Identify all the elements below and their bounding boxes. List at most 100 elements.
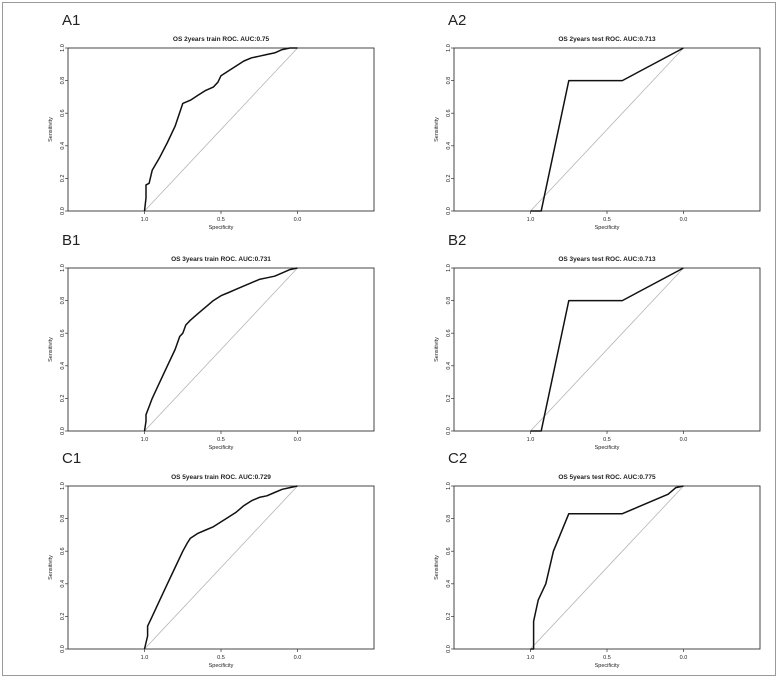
x-tick-label: 1.0 <box>527 217 535 223</box>
y-tick-label: 0.2 <box>60 613 66 621</box>
y-tick-label: 1.0 <box>60 264 66 272</box>
roc-panel-b1: B1 OS 3years train ROC. AUC:0.731 0.0 0.2 0.… <box>2 228 382 453</box>
roc-curve <box>143 267 298 432</box>
y-tick-label: 0.8 <box>60 515 66 523</box>
roc-chart: OS 2years test ROC. AUC:0.713 0.0 0.2 0.4 0.… <box>434 36 761 231</box>
y-tick-label: 0.0 <box>60 207 66 215</box>
y-axis-label: Sensitivity <box>48 555 54 580</box>
chart-title: OS 2years test ROC. AUC:0.713 <box>558 36 656 43</box>
y-tick-label: 0.0 <box>446 207 452 215</box>
y-tick-label: 0.0 <box>446 645 452 653</box>
roc-curve <box>530 47 684 212</box>
y-tick-label: 0.4 <box>60 580 66 588</box>
x-tick-label: 1.0 <box>141 655 149 661</box>
roc-chart: OS 3years train ROC. AUC:0.731 0.0 0.2 0.4 0… <box>48 256 375 451</box>
y-tick-label: 0.6 <box>60 547 66 555</box>
x-axis-label: Specificity <box>595 663 620 669</box>
x-tick-label: 0.5 <box>603 217 611 223</box>
reference-diagonal <box>530 485 684 650</box>
y-tick-label: 0.8 <box>446 515 452 523</box>
chart-title: OS 5years test ROC. AUC:0.775 <box>558 474 656 481</box>
y-tick-label: 1.0 <box>60 44 66 52</box>
x-tick-label: 0.0 <box>294 655 302 661</box>
chart-title: OS 2years train ROC. AUC:0.75 <box>173 36 270 43</box>
roc-curve <box>143 485 298 650</box>
x-tick-label: 1.0 <box>141 217 149 223</box>
x-tick-label: 0.0 <box>294 437 302 443</box>
x-tick-label: 0.0 <box>680 655 688 661</box>
roc-chart: OS 5years train ROC. AUC:0.729 0.0 0.2 0.4 0… <box>48 474 375 669</box>
y-tick-label: 0.6 <box>446 109 452 117</box>
y-tick-label: 0.0 <box>60 427 66 435</box>
reference-diagonal <box>144 485 298 650</box>
x-tick-label: 0.0 <box>294 217 302 223</box>
roc-curve <box>530 267 684 432</box>
y-axis-label: Sensitivity <box>434 555 440 580</box>
y-tick-label: 1.0 <box>446 264 452 272</box>
chart-title: OS 5years train ROC. AUC:0.729 <box>171 474 271 481</box>
y-tick-label: 0.8 <box>446 77 452 85</box>
x-tick-label: 1.0 <box>141 437 149 443</box>
y-tick-label: 0.4 <box>60 362 66 370</box>
panel-label: A2 <box>448 12 467 29</box>
y-tick-label: 0.4 <box>446 580 452 588</box>
reference-diagonal <box>144 267 298 432</box>
x-tick-label: 1.0 <box>527 655 535 661</box>
y-axis-label: Sensitivity <box>434 337 440 362</box>
x-tick-label: 0.5 <box>217 217 225 223</box>
reference-diagonal <box>530 267 684 432</box>
x-axis-label: Specificity <box>595 225 620 231</box>
y-tick-label: 0.4 <box>446 142 452 150</box>
y-tick-label: 0.2 <box>446 613 452 621</box>
y-tick-label: 0.0 <box>60 645 66 653</box>
x-axis-label: Specificity <box>595 445 620 451</box>
roc-chart: OS 2years train ROC. AUC:0.75 0.0 0.2 0.4 0.… <box>48 36 375 231</box>
roc-panel-a1: A1 OS 2years train ROC. AUC:0.75 0.0 0.2 0.4… <box>2 8 382 233</box>
panel-label: B1 <box>62 232 81 249</box>
y-tick-label: 0.6 <box>60 329 66 337</box>
y-tick-label: 1.0 <box>446 482 452 490</box>
x-tick-label: 0.5 <box>603 655 611 661</box>
y-tick-label: 1.0 <box>60 482 66 490</box>
y-axis-label: Sensitivity <box>434 117 440 142</box>
y-tick-label: 0.4 <box>446 362 452 370</box>
y-tick-label: 0.6 <box>60 109 66 117</box>
x-tick-label: 0.0 <box>680 437 688 443</box>
y-axis-label: Sensitivity <box>48 337 54 362</box>
panel-label: A1 <box>62 12 81 29</box>
roc-chart: OS 5years test ROC. AUC:0.775 0.0 0.2 0.4 0.… <box>434 474 761 669</box>
roc-panel-c1: C1 OS 5years train ROC. AUC:0.729 0.0 0.2 0.… <box>2 446 382 671</box>
roc-curve <box>143 47 298 212</box>
roc-panel-b2: B2 OS 3years test ROC. AUC:0.713 0.0 0.2 0.4… <box>388 228 768 453</box>
y-tick-label: 0.2 <box>446 175 452 183</box>
y-tick-label: 0.6 <box>446 329 452 337</box>
x-tick-label: 1.0 <box>527 437 535 443</box>
y-tick-label: 0.8 <box>446 297 452 305</box>
roc-panel-a2: A2 OS 2years test ROC. AUC:0.713 0.0 0.2 0.4… <box>388 8 768 233</box>
y-axis-label: Sensitivity <box>48 117 54 142</box>
roc-chart: OS 3years test ROC. AUC:0.713 0.0 0.2 0.4 0.… <box>434 256 761 451</box>
y-tick-label: 0.2 <box>60 175 66 183</box>
y-tick-label: 0.6 <box>446 547 452 555</box>
x-axis-label: Specificity <box>209 445 234 451</box>
panel-label: C2 <box>448 450 468 467</box>
y-tick-label: 1.0 <box>446 44 452 52</box>
chart-title: OS 3years train ROC. AUC:0.731 <box>171 256 271 263</box>
roc-curve <box>530 485 684 650</box>
reference-diagonal <box>144 47 298 212</box>
y-tick-label: 0.0 <box>446 427 452 435</box>
panel-label: C1 <box>62 450 82 467</box>
x-axis-label: Specificity <box>209 225 234 231</box>
y-tick-label: 0.2 <box>446 395 452 403</box>
x-tick-label: 0.0 <box>680 217 688 223</box>
x-axis-label: Specificity <box>209 663 234 669</box>
panel-label: B2 <box>448 232 467 249</box>
x-tick-label: 0.5 <box>217 655 225 661</box>
x-tick-label: 0.5 <box>217 437 225 443</box>
y-tick-label: 0.4 <box>60 142 66 150</box>
y-tick-label: 0.8 <box>60 77 66 85</box>
chart-title: OS 3years test ROC. AUC:0.713 <box>558 256 656 263</box>
roc-panel-c2: C2 OS 5years test ROC. AUC:0.775 0.0 0.2 0.4… <box>388 446 768 671</box>
reference-diagonal <box>530 47 684 212</box>
